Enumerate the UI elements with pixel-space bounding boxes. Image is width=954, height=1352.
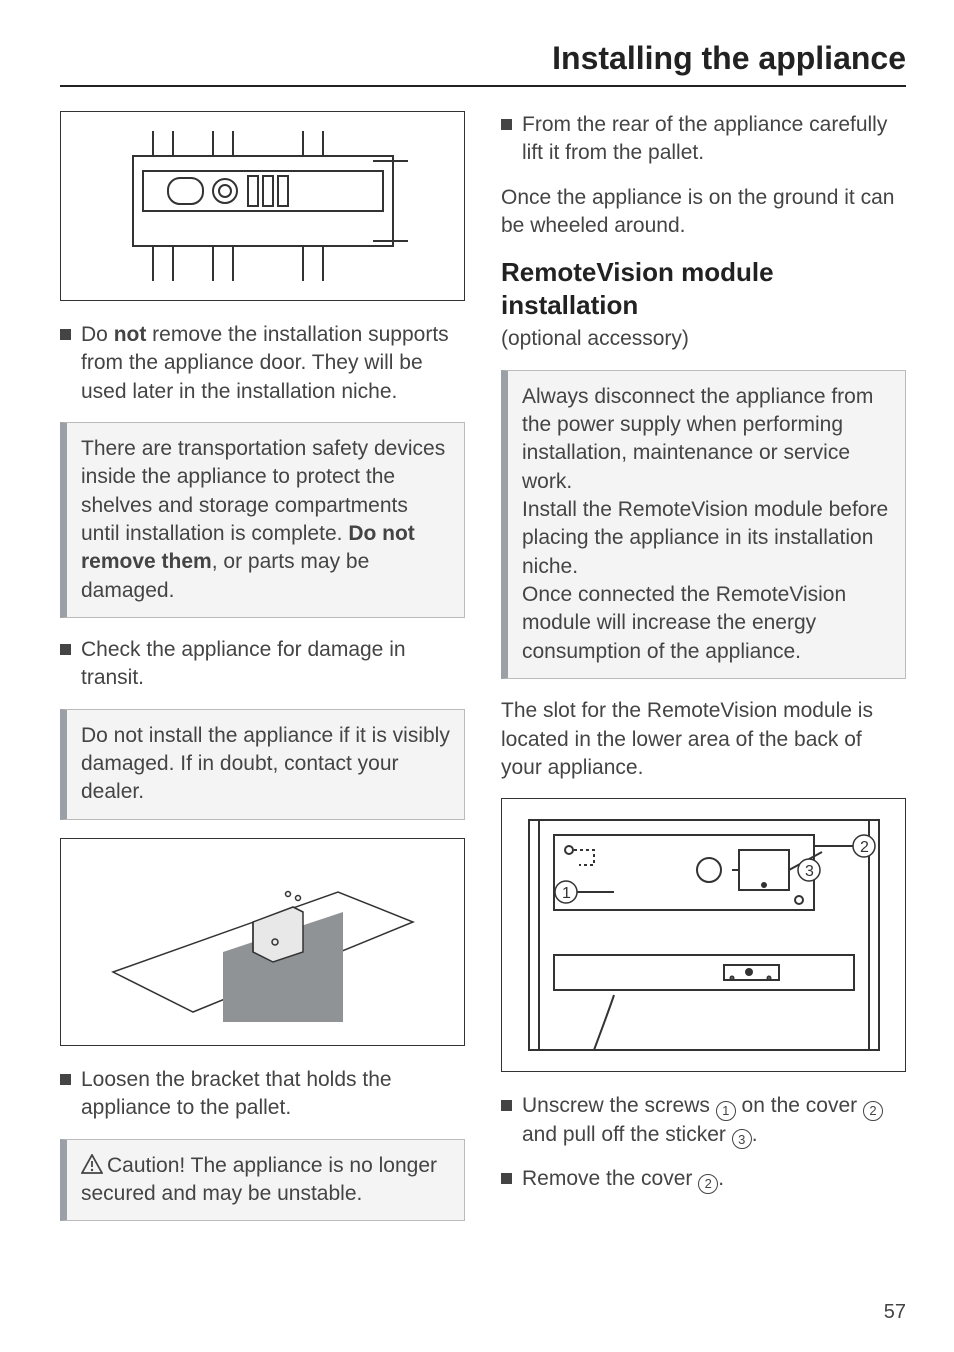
drawing-door-supports [113,126,413,286]
callout-remotevision-warning: Always disconnect the appliance from the… [501,370,906,679]
page-number: 57 [884,1301,906,1324]
bullet-unscrew-cover: Unscrew the screws 1 on the cover 2 and … [501,1092,906,1149]
bullet-square-icon [501,1100,512,1111]
bullet-square-icon [60,644,71,655]
bullet-square-icon [60,329,71,340]
paragraph-wheeled: Once the appliance is on the ground it c… [501,184,906,241]
bullet-text: Do not remove the installation supports … [81,321,465,406]
bullet-square-icon [501,119,512,130]
heading-remotevision: RemoteVision module installation [501,256,906,321]
page-title: Installing the appliance [60,40,906,77]
callout-transportation-devices: There are transportation safety devices … [60,422,465,618]
ref-circle-3: 3 [732,1129,752,1149]
bullet-text: From the rear of the appliance carefully… [522,111,906,168]
bullet-square-icon [60,1074,71,1085]
paragraph-slot-location: The slot for the RemoteVision module is … [501,697,906,782]
drawing-bracket [103,852,423,1032]
svg-text:2: 2 [860,839,869,856]
callout-do-not-install-damaged: Do not install the appliance if it is vi… [60,709,465,820]
bullet-text: Loosen the bracket that holds the applia… [81,1066,465,1123]
left-column: Do not remove the installation supports … [60,111,465,1239]
drawing-back-panel: 1 2 3 [514,810,894,1060]
two-column-layout: Do not remove the installation supports … [60,111,906,1239]
figure-remotevision-slot: 1 2 3 [501,798,906,1072]
bullet-lift-from-pallet: From the rear of the appliance carefully… [501,111,906,168]
ref-circle-2: 2 [863,1101,883,1121]
title-rule [60,85,906,87]
right-column: From the rear of the appliance carefully… [501,111,906,1239]
svg-text:1: 1 [562,885,571,902]
warning-icon [81,1154,103,1174]
svg-text:3: 3 [805,863,814,880]
bullet-text: Unscrew the screws 1 on the cover 2 and … [522,1092,906,1149]
ref-circle-2b: 2 [698,1174,718,1194]
bullet-do-not-remove-supports: Do not remove the installation supports … [60,321,465,406]
figure-installation-supports [60,111,465,301]
figure-pallet-bracket [60,838,465,1046]
bullet-text: Remove the cover 2. [522,1165,724,1194]
bullet-text: Check the appliance for damage in transi… [81,636,465,693]
bullet-loosen-bracket: Loosen the bracket that holds the applia… [60,1066,465,1123]
bullet-remove-cover: Remove the cover 2. [501,1165,906,1194]
bullet-square-icon [501,1173,512,1184]
bullet-check-damage: Check the appliance for damage in transi… [60,636,465,693]
callout-caution-unstable: Caution! The appliance is no longer secu… [60,1139,465,1222]
ref-circle-1: 1 [716,1101,736,1121]
subheading-optional: (optional accessory) [501,325,906,353]
